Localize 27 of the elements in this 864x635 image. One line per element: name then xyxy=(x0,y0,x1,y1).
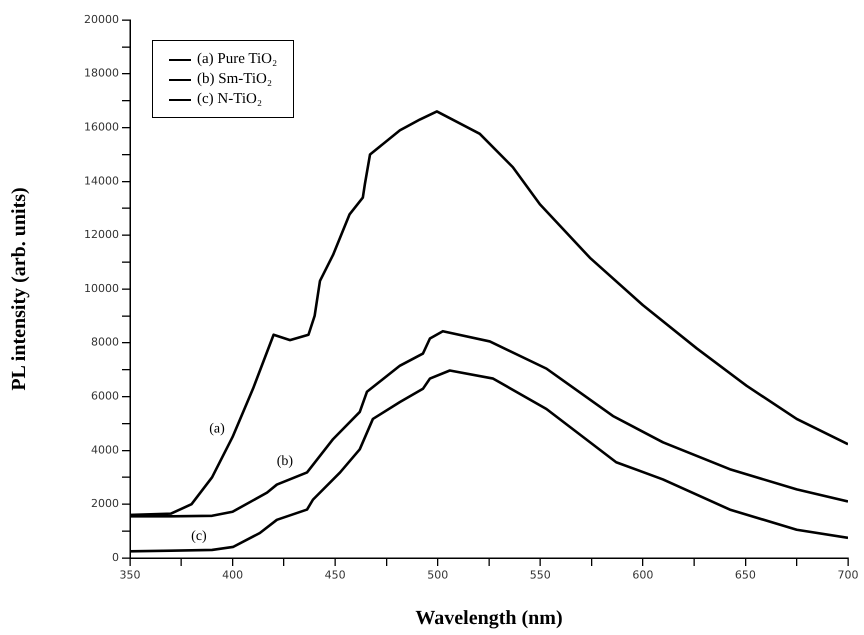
y-tick-label: 4000 xyxy=(91,443,119,456)
y-tick-label: 0 xyxy=(112,550,119,564)
y-tick-label: 12000 xyxy=(84,228,119,242)
legend-label: (c) N-TiO₂ xyxy=(197,91,262,107)
x-tick-label: 700 xyxy=(838,568,858,582)
x-tick-label: 600 xyxy=(632,568,654,582)
y-tick-label: 16000 xyxy=(84,120,119,134)
annotation: (b) xyxy=(276,454,294,469)
x-tick-label: 450 xyxy=(324,568,346,582)
y-tick-label: 18000 xyxy=(84,66,119,80)
y-tick-label: 6000 xyxy=(91,389,119,402)
legend-label: (b) Sm-TiO₂ xyxy=(197,71,272,87)
x-tick-label: 350 xyxy=(120,568,140,582)
y-tick-label: 20000 xyxy=(84,12,119,26)
x-tick-label: 650 xyxy=(734,568,756,582)
annotation: (a) xyxy=(209,422,226,437)
annotation: (c) xyxy=(191,529,208,544)
legend-label: (a) Pure TiO₂ xyxy=(197,51,278,67)
y-tick-label: 14000 xyxy=(84,174,119,188)
x-tick-label: 550 xyxy=(530,568,551,582)
y-tick-label: 10000 xyxy=(84,282,119,295)
y-axis-title: PL intensity (arb. units) xyxy=(8,187,30,391)
x-tick-label: 500 xyxy=(427,568,448,582)
x-axis-title: Wavelength (nm) xyxy=(415,607,563,630)
y-tick-label: 2000 xyxy=(91,497,119,510)
y-tick-label: 8000 xyxy=(91,336,119,349)
x-tick-label: 400 xyxy=(222,568,244,582)
